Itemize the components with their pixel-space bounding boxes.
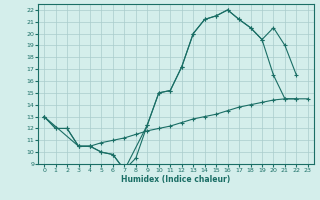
X-axis label: Humidex (Indice chaleur): Humidex (Indice chaleur) bbox=[121, 175, 231, 184]
